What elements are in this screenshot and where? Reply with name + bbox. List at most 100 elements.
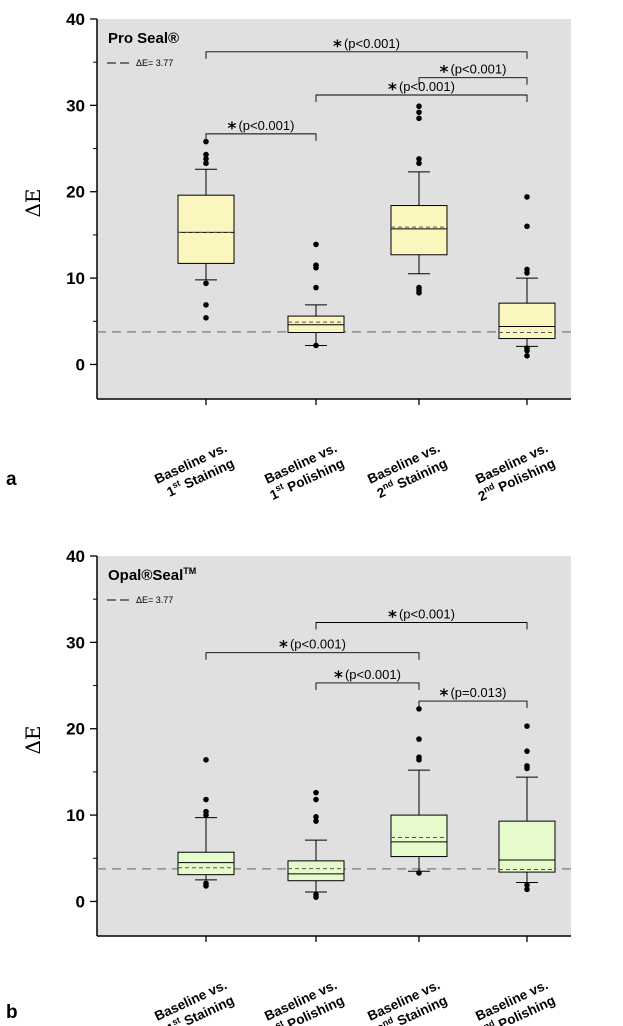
x-category-label: Baseline vs.1st Staining — [152, 440, 236, 500]
p-value-label: (p<0.001) — [290, 637, 346, 652]
outlier-point — [416, 284, 422, 291]
outlier-point — [416, 736, 422, 742]
p-value-label: (p<0.001) — [345, 667, 401, 682]
bracket-line — [205, 133, 317, 141]
box-4 — [498, 194, 556, 359]
outlier-point — [524, 882, 530, 888]
significance-label: * (p<0.001) — [333, 36, 400, 57]
p-value-label: (p<0.001) — [399, 607, 455, 622]
y-tick-label: 40 — [66, 10, 85, 29]
x-category-ordinal: 1 — [164, 1020, 178, 1026]
box-3 — [390, 103, 448, 296]
box-4 — [498, 723, 556, 893]
x-category-ordinal-sup: nd — [482, 481, 496, 495]
bracket-line — [205, 51, 528, 59]
y-tick-label: 10 — [66, 269, 85, 288]
significance-star: * — [388, 608, 397, 628]
outlier-point — [416, 870, 422, 876]
box-3 — [390, 706, 448, 876]
significance-bracket: * (p<0.001) — [205, 637, 420, 660]
outlier-point — [203, 880, 209, 887]
chart-title-text: Opal®Seal — [108, 567, 183, 584]
y-tick-label: 0 — [76, 892, 85, 911]
outlier-point — [313, 342, 319, 349]
p-value-label: (p<0.001) — [399, 79, 455, 94]
y-axis-label: ΔE — [21, 725, 45, 754]
outlier-point — [203, 160, 209, 167]
x-category-label: Baseline vs.2nd Staining — [365, 440, 449, 501]
box-iqr — [177, 851, 235, 876]
significance-bracket: * (p<0.001) — [315, 79, 528, 102]
outlier-point — [524, 353, 530, 359]
bracket-line — [315, 682, 420, 690]
chart-title: Opal®SealTM — [108, 566, 196, 584]
outlier-point — [416, 109, 422, 116]
x-category-ordinal-sup: st — [274, 1018, 285, 1026]
y-tick-label: 30 — [66, 633, 85, 652]
p-value-label: (p<0.001) — [344, 36, 400, 51]
x-category-ordinal-sup: nd — [482, 1018, 496, 1026]
outlier-point — [313, 818, 319, 824]
x-category-label: Baseline vs.2nd Staining — [365, 977, 449, 1026]
significance-bracket: * (p=0.013) — [418, 685, 528, 709]
significance-bracket: * (p<0.001) — [205, 118, 317, 141]
plot-area — [97, 19, 571, 399]
outlier-point — [416, 754, 422, 761]
chart-title: Pro Seal® — [108, 30, 179, 47]
outlier-point — [524, 763, 530, 769]
outlier-point — [416, 115, 422, 122]
outlier-point — [313, 262, 319, 268]
x-category-ordinal-sup: nd — [381, 1015, 395, 1026]
outlier-point — [203, 302, 209, 308]
significance-bracket: * (p<0.001) — [418, 62, 528, 85]
chart-title-text: Pro Seal® — [108, 30, 179, 47]
x-category-label: Baseline vs.2nd Polishing — [473, 977, 557, 1026]
significance-star: * — [440, 63, 449, 83]
box-1 — [177, 757, 235, 889]
y-tick-label: 30 — [66, 96, 85, 115]
p-value-label: (p<0.001) — [450, 62, 506, 77]
outlier-point — [524, 748, 530, 754]
outlier-point — [524, 345, 530, 351]
significance-star: * — [228, 119, 237, 139]
outlier-point — [524, 223, 530, 230]
outlier-point — [313, 814, 319, 820]
outlier-point — [203, 138, 209, 145]
box-iqr — [177, 194, 235, 264]
outlier-point — [313, 284, 319, 291]
significance-label: * (p<0.001) — [334, 667, 401, 688]
y-tick-label: 40 — [66, 547, 85, 566]
significance-label: * (p<0.001) — [440, 62, 507, 83]
box-1 — [177, 138, 235, 321]
y-tick-label: 20 — [66, 183, 85, 202]
y-tick-label: 0 — [76, 355, 85, 374]
legend-label: ΔE= 3.77 — [136, 595, 173, 605]
outlier-point — [203, 757, 209, 763]
x-category-ordinal: 2 — [476, 1024, 489, 1026]
panel-letter: b — [6, 1002, 18, 1023]
significance-bracket: * (p<0.001) — [205, 36, 528, 59]
box-iqr — [390, 205, 448, 256]
box-2 — [287, 241, 345, 349]
significance-bracket: * (p<0.001) — [315, 667, 420, 690]
x-category-label: Baseline vs.1st Staining — [152, 977, 236, 1026]
significance-label: * (p<0.001) — [388, 79, 455, 100]
outlier-point — [313, 789, 319, 796]
x-category-label: Baseline vs.2nd Polishing — [473, 440, 557, 504]
bracket-line — [418, 77, 528, 85]
p-value-label: (p<0.001) — [238, 118, 294, 133]
bracket-line — [205, 652, 420, 660]
outlier-point — [203, 151, 209, 158]
box-iqr — [287, 860, 345, 882]
bracket-line — [315, 622, 528, 630]
box-2 — [287, 789, 345, 900]
significance-star: * — [279, 638, 288, 658]
x-category-ordinal-sup: st — [170, 1015, 181, 1026]
outlier-point — [524, 886, 530, 893]
x-category-ordinal: 1 — [268, 1023, 282, 1026]
significance-bracket: * (p<0.001) — [315, 607, 528, 630]
outlier-point — [416, 103, 422, 110]
